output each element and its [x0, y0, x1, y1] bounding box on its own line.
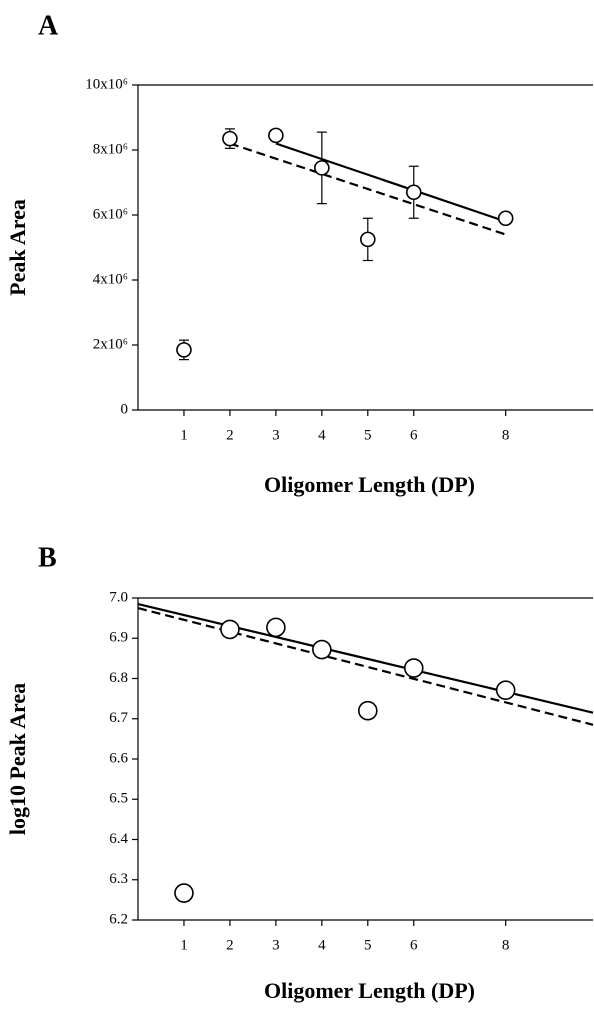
y-tick-label: 6.4	[109, 831, 128, 847]
x-tick-label: 4	[318, 937, 326, 953]
x-tick-label: 6	[410, 937, 418, 953]
panel-label: A	[38, 10, 59, 41]
x-tick-label: 5	[364, 937, 372, 953]
data-point	[497, 210, 514, 227]
y-tick-label: 0	[121, 401, 129, 417]
y-tick-label: 6.6	[109, 750, 128, 766]
x-tick-label: 3	[272, 427, 280, 443]
y-tick-label: 6.8	[109, 670, 128, 686]
data-point	[359, 231, 376, 248]
data-point	[174, 883, 194, 903]
y-tick-label: 8x10⁶	[93, 141, 128, 157]
x-tick-label: 4	[318, 427, 326, 443]
y-tick-label: 6x10⁶	[93, 206, 128, 222]
panel-label: B	[38, 542, 57, 573]
y-axis-label: log10 Peak Area	[5, 683, 30, 835]
data-point	[405, 184, 422, 201]
x-axis-label: Oligomer Length (DP)	[264, 472, 475, 497]
x-tick-label: 1	[180, 427, 188, 443]
x-tick-label: 2	[226, 937, 234, 953]
x-tick-label: 8	[502, 937, 510, 953]
x-tick-label: 5	[364, 427, 372, 443]
x-tick-label: 1	[180, 937, 188, 953]
data-point	[314, 160, 330, 176]
data-point	[266, 617, 286, 638]
data-point	[222, 130, 238, 147]
y-tick-label: 6.9	[109, 630, 128, 646]
y-axis-label: Peak Area	[5, 199, 30, 296]
data-point	[220, 619, 240, 640]
x-tick-label: 6	[410, 427, 418, 443]
y-tick-label: 4x10⁶	[93, 271, 128, 287]
y-tick-label: 6.5	[109, 791, 128, 807]
fit-line	[229, 142, 507, 236]
x-tick-label: 8	[502, 427, 510, 443]
fit-line	[137, 606, 594, 726]
y-tick-label: 2x10⁶	[93, 336, 128, 352]
fit-line	[137, 602, 594, 714]
x-tick-label: 2	[226, 427, 234, 443]
y-tick-label: 10x10⁶	[85, 76, 128, 92]
data-point	[403, 658, 424, 678]
data-point	[176, 342, 192, 358]
data-point	[268, 127, 284, 144]
y-tick-label: 7.0	[109, 589, 128, 605]
data-point	[312, 639, 332, 660]
x-axis-label: Oligomer Length (DP)	[264, 978, 475, 1003]
y-tick-label: 6.7	[109, 710, 128, 726]
y-tick-label: 6.3	[109, 871, 128, 887]
x-tick-label: 3	[272, 937, 280, 953]
y-tick-label: 6.2	[109, 911, 128, 927]
fit-line	[275, 142, 507, 223]
data-point	[495, 680, 516, 700]
data-point	[357, 700, 378, 721]
